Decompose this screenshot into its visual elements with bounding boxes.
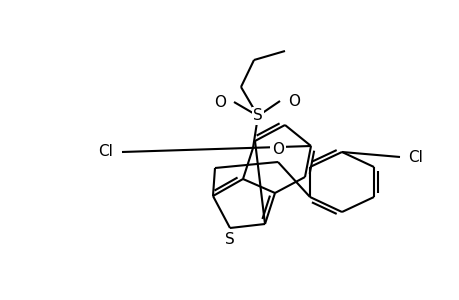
Text: Cl: Cl [98,145,113,160]
Text: O: O [213,94,225,110]
Text: S: S [224,232,235,247]
Text: Cl: Cl [408,149,423,164]
Text: O: O [287,94,299,109]
Text: S: S [252,109,262,124]
Text: O: O [271,142,283,158]
